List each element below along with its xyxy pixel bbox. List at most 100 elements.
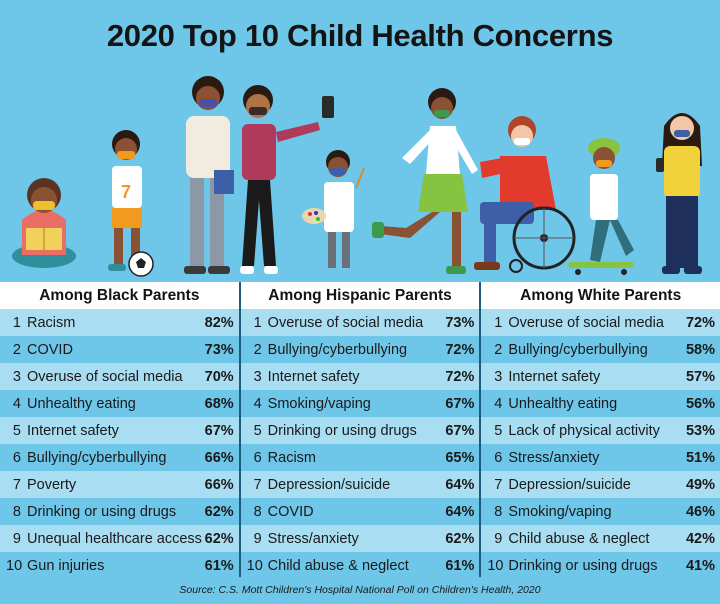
svg-text:7: 7: [121, 182, 131, 202]
concern-label: Bullying/cyberbullying: [27, 449, 167, 466]
column-header: Among Hispanic Parents: [240, 282, 480, 309]
concern-label: Overuse of social media: [267, 314, 424, 331]
concern-label: Overuse of social media: [508, 314, 664, 331]
list-item: 9 Child abuse & neglect 42%: [481, 525, 720, 552]
column-header: Among Black Parents: [0, 282, 239, 309]
concern-label: Drinking or using drugs: [27, 503, 177, 520]
concern-label: Smoking/vaping: [508, 503, 612, 520]
list-item: 3 Internet safety 72%: [240, 363, 480, 390]
concern-label: Poverty: [27, 476, 77, 493]
rank-number: 5: [253, 422, 262, 439]
rank-number: 7: [494, 476, 503, 493]
concern-label: Unhealthy eating: [27, 395, 136, 412]
concern-percent: 42%: [685, 530, 716, 547]
column-hispanic-parents: Among Hispanic Parents 1 Overuse of socia…: [240, 282, 482, 579]
rank-number: 5: [494, 422, 503, 439]
concern-percent: 66%: [204, 476, 234, 493]
concern-percent: 62%: [204, 503, 234, 520]
concern-label: Depression/suicide: [267, 476, 391, 493]
rank-number: 2: [494, 341, 503, 358]
concern-label: COVID: [27, 341, 73, 358]
rank-number: 4: [253, 395, 262, 412]
concern-percent: 82%: [204, 314, 234, 331]
list-item: 3 Internet safety 57%: [481, 363, 720, 390]
concern-percent: 68%: [204, 395, 234, 412]
concern-percent: 73%: [445, 314, 475, 331]
rank-number: 3: [253, 368, 262, 385]
concern-percent: 61%: [204, 557, 234, 574]
child-painter-icon: [302, 150, 365, 268]
concern-label: Unequal healthcare access: [27, 530, 202, 547]
concern-label: Depression/suicide: [508, 476, 631, 493]
concerns-table: Among Black Parents 1 Racism 82% 2 COVID 73% 3…: [0, 282, 720, 579]
list-item: 1 Racism 82%: [0, 309, 239, 336]
concern-percent: 67%: [204, 422, 234, 439]
column-black-parents: Among Black Parents 1 Racism 82% 2 COVID 73% 3…: [0, 282, 241, 579]
list-item: 4 Unhealthy eating 56%: [481, 390, 720, 417]
parent-with-book-icon: [184, 76, 234, 274]
rank-number: 8: [253, 503, 262, 520]
rank-number: 6: [253, 449, 262, 466]
concern-label: Bullying/cyberbullying: [267, 341, 408, 358]
rank-number: 5: [12, 422, 21, 439]
concern-label: Child abuse & neglect: [267, 557, 409, 574]
concern-percent: 72%: [445, 368, 475, 385]
rank-number: 9: [12, 530, 21, 547]
people-illustration: 7: [12, 76, 702, 277]
list-item: 1 Overuse of social media 72%: [481, 309, 720, 336]
concern-percent: 64%: [445, 503, 475, 520]
concern-label: Gun injuries: [27, 557, 105, 574]
concern-percent: 56%: [685, 395, 716, 412]
concern-percent: 62%: [204, 530, 234, 547]
rank-number: 6: [12, 449, 21, 466]
woman-phone-icon: [656, 113, 702, 274]
concern-percent: 64%: [445, 476, 475, 493]
rank-number: 10: [246, 557, 263, 574]
list-item: 2 Bullying/cyberbullying 72%: [240, 336, 480, 363]
concern-label: Internet safety: [27, 422, 119, 439]
rank-number: 10: [487, 557, 504, 574]
concern-percent: 67%: [445, 395, 475, 412]
rank-number: 8: [12, 503, 21, 520]
woman-selfie-icon: [240, 85, 334, 274]
list-item: 10 Gun injuries 61%: [0, 552, 239, 579]
concern-percent: 72%: [445, 341, 475, 358]
concern-percent: 73%: [204, 341, 234, 358]
concern-percent: 70%: [204, 368, 234, 385]
list-item: 5 Internet safety 67%: [0, 417, 239, 444]
concern-percent: 53%: [685, 422, 716, 439]
column-rows: 1 Overuse of social media 73% 2 Bullying/cyb…: [240, 309, 480, 579]
concern-percent: 72%: [685, 314, 716, 331]
list-item: 4 Smoking/vaping 67%: [240, 390, 480, 417]
list-item: 5 Drinking or using drugs 67%: [240, 417, 480, 444]
list-item: 8 Smoking/vaping 46%: [481, 498, 720, 525]
rank-number: 2: [12, 341, 21, 358]
concern-label: Drinking or using drugs: [267, 422, 417, 439]
concern-percent: 62%: [445, 530, 475, 547]
rank-number: 2: [253, 341, 262, 358]
concern-percent: 51%: [685, 449, 716, 466]
source-note: Source: C.S. Mott Children's Hospital Na…: [0, 580, 720, 604]
rank-number: 1: [253, 314, 262, 331]
concern-percent: 49%: [685, 476, 716, 493]
list-item: 9 Unequal healthcare access 62%: [0, 525, 239, 552]
rank-number: 6: [494, 449, 503, 466]
column-white-parents: Among White Parents 1 Overuse of social m…: [481, 282, 720, 579]
rank-number: 3: [494, 368, 503, 385]
concern-label: Bullying/cyberbullying: [508, 341, 648, 358]
list-item: 3 Overuse of social media 70%: [0, 363, 239, 390]
concern-percent: 66%: [204, 449, 234, 466]
concern-label: Unhealthy eating: [508, 395, 618, 412]
concern-percent: 57%: [685, 368, 716, 385]
column-rows: 1 Racism 82% 2 COVID 73% 3 Overuse of social me…: [0, 309, 239, 579]
column-header: Among White Parents: [481, 282, 720, 309]
concern-label: Stress/anxiety: [508, 449, 600, 466]
concern-label: COVID: [267, 503, 314, 520]
concern-percent: 67%: [445, 422, 475, 439]
rank-number: 7: [12, 476, 21, 493]
column-rows: 1 Overuse of social media 72% 2 Bullying/cyb…: [481, 309, 720, 579]
list-item: 8 COVID 64%: [240, 498, 480, 525]
concern-percent: 61%: [445, 557, 475, 574]
concern-label: Overuse of social media: [27, 368, 183, 385]
concern-label: Smoking/vaping: [267, 395, 371, 412]
